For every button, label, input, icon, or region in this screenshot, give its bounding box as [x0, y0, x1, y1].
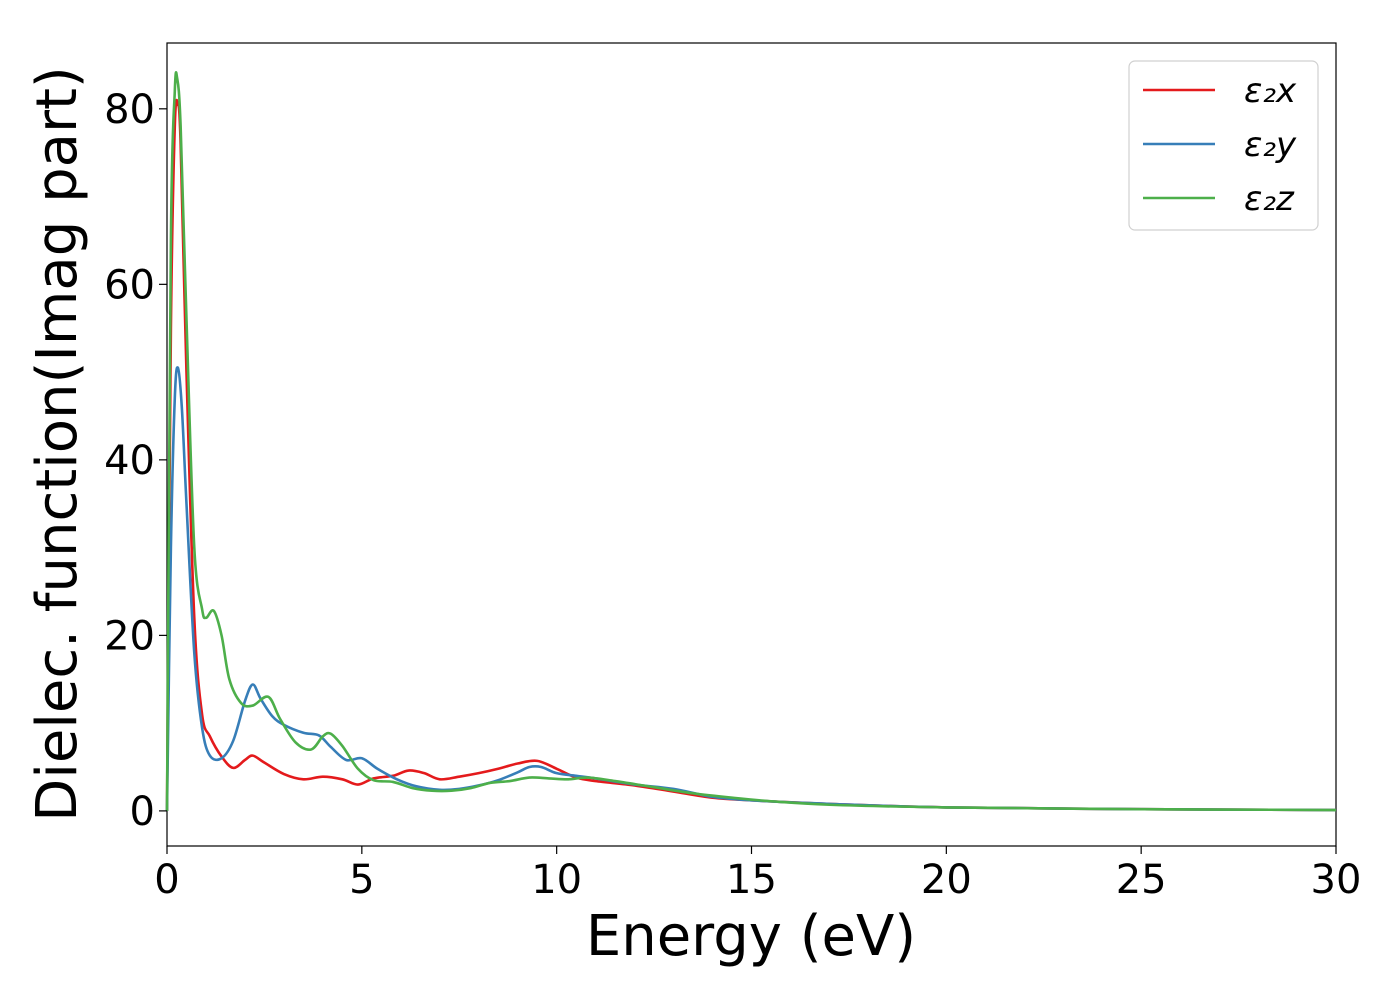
series-line-3	[165, 71, 1337, 812]
y-axis-ticks: 0 20 40 60 80	[104, 87, 167, 835]
x-tick-label: 0	[154, 857, 179, 903]
legend-label-2: ε₂y	[1244, 125, 1297, 165]
legend-box	[1128, 60, 1319, 231]
y-axis-title: Dielec. function(Imag part)	[25, 66, 90, 822]
y-tick-label: 40	[104, 438, 155, 484]
y-tick-label: 60	[104, 262, 155, 308]
x-tick-label: 15	[726, 857, 777, 903]
x-tick-label: 20	[921, 857, 972, 903]
x-tick-label: 30	[1311, 857, 1362, 903]
y-tick-label: 0	[130, 789, 155, 835]
x-axis-ticks: 0 5 10 15 20 25 30	[154, 846, 1361, 903]
x-tick-label: 5	[349, 857, 374, 903]
y-tick-label: 20	[104, 613, 155, 659]
legend: ε₂x ε₂y ε₂z	[1128, 60, 1319, 231]
series-layer	[165, 71, 1337, 812]
y-tick-label: 80	[104, 87, 155, 133]
legend-label-3: ε₂z	[1244, 179, 1295, 219]
legend-label-1: ε₂x	[1244, 71, 1297, 111]
x-tick-label: 25	[1116, 857, 1167, 903]
x-tick-label: 10	[531, 857, 582, 903]
series-line-2	[165, 366, 1337, 812]
x-axis-title: Energy (eV)	[586, 904, 916, 969]
